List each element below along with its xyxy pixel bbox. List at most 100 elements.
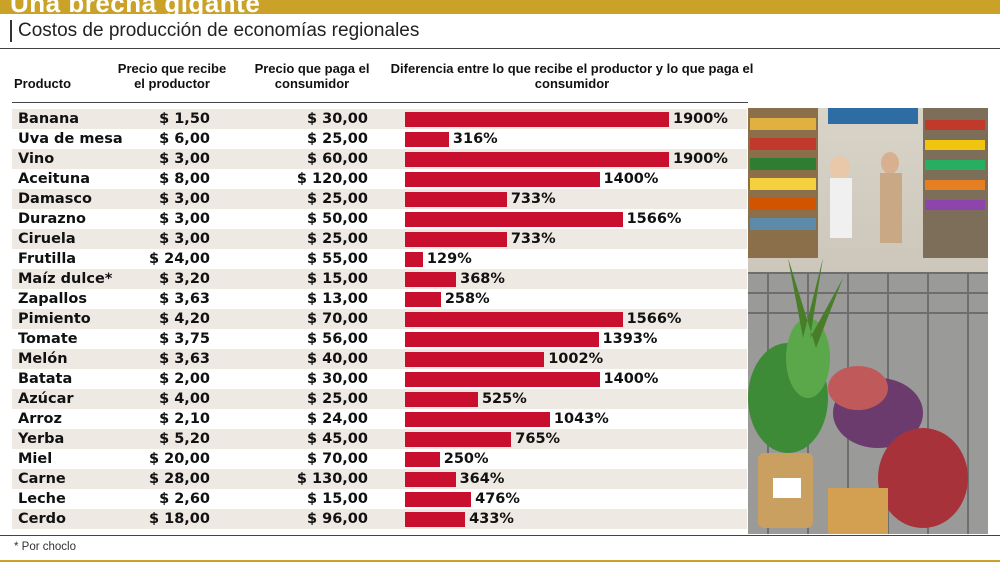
difference-label: 368% <box>460 271 505 287</box>
table-row-stripe <box>12 469 747 489</box>
header-top-rule <box>0 48 1000 49</box>
subtitle-marker <box>10 20 12 42</box>
difference-bar <box>405 252 423 267</box>
product-label: Arroz <box>18 411 62 427</box>
product-label: Carne <box>18 471 66 487</box>
difference-bar <box>405 432 512 447</box>
difference-label: 765% <box>515 431 561 447</box>
product-label: Uva de mesa <box>18 131 123 147</box>
precio-consumidor-cell: $ 24,00 <box>306 411 368 427</box>
header-precio-recibe: Precio que recibe el productor <box>117 61 227 91</box>
precio-consumidor-cell: $ 55,00 <box>306 251 368 267</box>
precio-productor-cell: $ 8,00 <box>159 171 210 187</box>
table-row-stripe <box>12 229 747 249</box>
difference-label: 733% <box>510 231 556 247</box>
table-row-stripe <box>12 509 747 529</box>
product-label: Tomate <box>18 331 78 347</box>
precio-productor-cell: $ 3,00 <box>159 151 210 167</box>
precio-consumidor-cell: $ 120,00 <box>296 171 368 187</box>
product-label: Damasco <box>18 191 92 207</box>
precio-consumidor-cell: $ 70,00 <box>306 311 368 327</box>
difference-bar <box>405 232 507 247</box>
product-label: Melón <box>18 351 68 367</box>
precio-productor-cell: $ 18,00 <box>148 511 210 527</box>
precio-consumidor-cell: $ 70,00 <box>306 451 368 467</box>
difference-label: 1566% <box>626 311 682 327</box>
difference-bar <box>405 452 440 467</box>
difference-label: 1002% <box>548 351 604 367</box>
header-precio-paga: Precio que paga el consumidor <box>254 61 370 91</box>
bottom-accent <box>0 560 1000 562</box>
difference-label: 316% <box>452 131 498 147</box>
product-label: Cerdo <box>18 511 66 527</box>
precio-consumidor-cell: $ 25,00 <box>306 131 368 147</box>
precio-consumidor-cell: $ 96,00 <box>306 511 368 527</box>
difference-bar <box>405 472 456 487</box>
precio-productor-cell: $ 3,00 <box>159 231 210 247</box>
difference-bar <box>405 332 599 347</box>
difference-bar <box>405 312 623 327</box>
precio-consumidor-cell: $ 50,00 <box>306 211 368 227</box>
difference-label: 476% <box>475 491 520 507</box>
difference-label: 1043% <box>553 411 609 427</box>
precio-productor-cell: $ 3,20 <box>159 271 210 287</box>
header-bottom-rule <box>12 102 748 103</box>
precio-consumidor-cell: $ 15,00 <box>306 271 368 287</box>
difference-label: 733% <box>510 191 556 207</box>
precio-productor-cell: $ 4,00 <box>159 391 210 407</box>
difference-label: 1393% <box>602 331 658 347</box>
table-row-stripe <box>12 269 747 289</box>
precio-productor-cell: $ 3,75 <box>159 331 210 347</box>
difference-label: 364% <box>459 471 505 487</box>
precio-consumidor-cell: $ 25,00 <box>306 191 368 207</box>
precio-productor-cell: $ 6,00 <box>159 131 210 147</box>
precio-consumidor-cell: $ 40,00 <box>306 351 368 367</box>
product-label: Maíz dulce* <box>18 271 113 287</box>
precio-productor-cell: $ 2,60 <box>159 491 210 507</box>
table-row-stripe <box>12 429 747 449</box>
table-row-stripe <box>12 389 747 409</box>
header-producto: Producto <box>14 76 72 91</box>
difference-bar <box>405 272 457 287</box>
precio-consumidor-cell: $ 25,00 <box>306 391 368 407</box>
product-label: Durazno <box>18 211 87 227</box>
precio-productor-cell: $ 5,20 <box>159 431 210 447</box>
precio-productor-cell: $ 3,63 <box>159 351 210 367</box>
difference-label: 1900% <box>673 111 728 127</box>
difference-bar <box>405 152 669 167</box>
difference-label: 250% <box>443 451 489 467</box>
precio-consumidor-cell: $ 130,00 <box>296 471 368 487</box>
difference-label: 433% <box>469 511 514 527</box>
product-label: Ciruela <box>18 231 76 247</box>
difference-bar <box>405 492 472 507</box>
difference-bar <box>405 412 550 427</box>
product-label: Leche <box>18 491 66 507</box>
difference-label: 1900% <box>673 151 728 167</box>
header-diferencia: Diferencia entre lo que recibe el produc… <box>390 61 754 91</box>
chart-subtitle: Costos de producción de economías region… <box>18 20 420 41</box>
precio-consumidor-cell: $ 25,00 <box>306 231 368 247</box>
footer-rule <box>0 535 1000 536</box>
precio-productor-cell: $ 28,00 <box>148 471 210 487</box>
difference-bar <box>405 292 441 307</box>
difference-bar <box>405 372 600 387</box>
precio-productor-cell: $ 4,20 <box>159 311 210 327</box>
difference-bar <box>405 132 449 147</box>
precio-consumidor-cell: $ 30,00 <box>306 111 368 127</box>
footnote: * Por choclo <box>14 541 77 553</box>
supermarket-photo <box>748 108 988 534</box>
precio-productor-cell: $ 24,00 <box>148 251 210 267</box>
difference-bar <box>405 112 669 127</box>
table-row-stripe <box>12 349 747 369</box>
title-bar: Una brecha gigante <box>0 0 1000 14</box>
precio-consumidor-cell: $ 45,00 <box>306 431 368 447</box>
difference-bar <box>405 352 545 367</box>
precio-productor-cell: $ 3,00 <box>159 211 210 227</box>
product-label: Yerba <box>18 431 65 447</box>
product-label: Zapallos <box>18 291 87 307</box>
difference-bar <box>405 512 466 527</box>
difference-bar <box>405 192 507 207</box>
chart-title: Una brecha gigante <box>10 0 260 14</box>
precio-productor-cell: $ 1,50 <box>159 111 210 127</box>
difference-bar <box>405 172 600 187</box>
